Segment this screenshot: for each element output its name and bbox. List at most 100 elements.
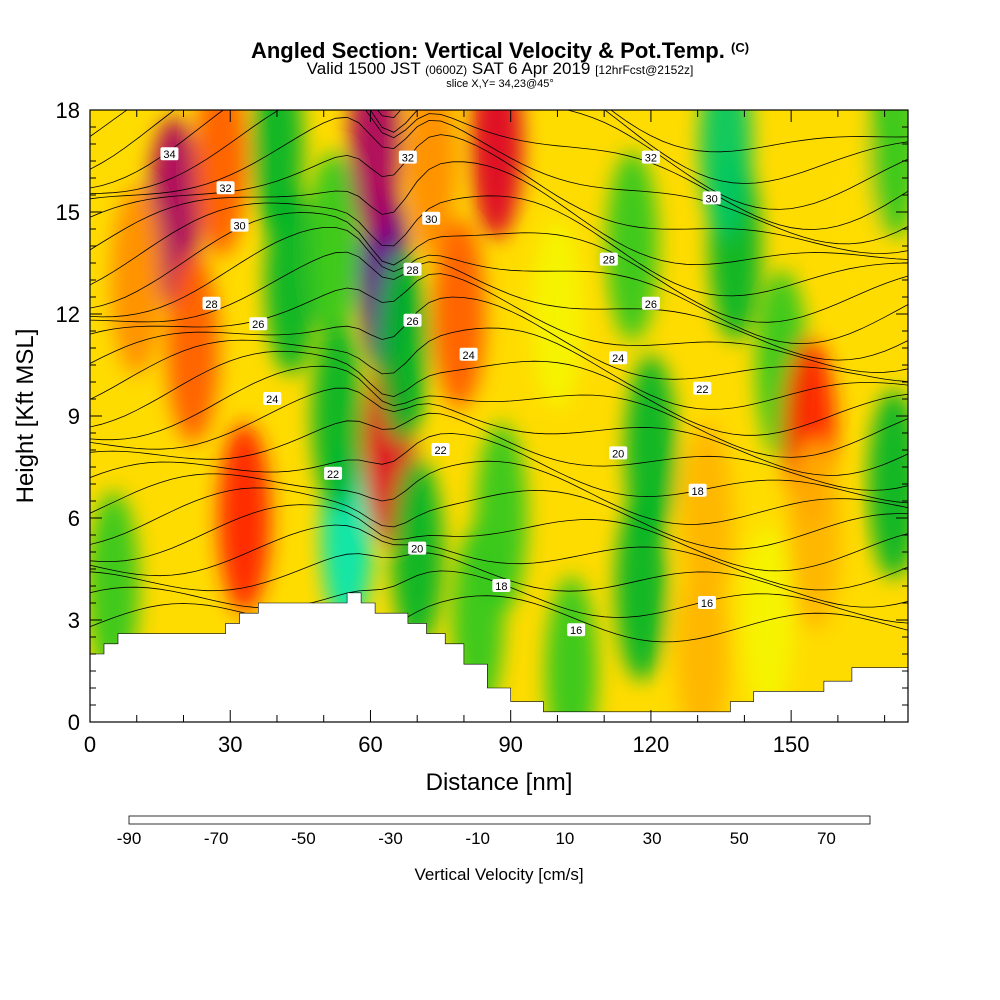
x-axis: 0 30 60 90 120 150 — [84, 110, 886, 757]
x-tick-label: 30 — [218, 732, 242, 757]
velocity-cell — [545, 576, 598, 722]
isentrope-line — [90, 296, 908, 382]
contour-label-box — [641, 296, 660, 310]
x-tick-label: 0 — [84, 732, 96, 757]
y-tick-label: 6 — [68, 506, 80, 531]
slice-info: slice X,Y= 34,23@45° — [446, 78, 554, 90]
isentrope-line — [90, 251, 908, 361]
contour-label-text: 30 — [425, 214, 437, 226]
chart-title-suffix: (C) — [731, 40, 750, 55]
contour-label: 16 — [567, 623, 586, 637]
velocity-cell — [311, 321, 364, 511]
isentrope-line — [90, 116, 908, 245]
contour-label-box — [398, 150, 417, 164]
colorbar-tick-label: -90 — [117, 829, 142, 848]
contour-label: 26 — [403, 313, 422, 328]
contour-label-text: 20 — [612, 448, 624, 460]
velocity-cell — [405, 110, 458, 256]
contour-label-box — [702, 191, 721, 205]
contour-labels: 34 32 30 28 26 24 22 32 30 28 26 24 22 20 18 16 32 30 28 26… — [160, 147, 721, 637]
contour-label-text: 18 — [495, 581, 507, 593]
isentrope-line — [90, 110, 908, 230]
contour-label-text: 28 — [406, 265, 418, 277]
contour-label: 32 — [398, 150, 417, 165]
contour-label: 30 — [422, 211, 441, 226]
y-tick-label: 18 — [56, 98, 80, 123]
contour-label-box — [422, 211, 441, 225]
contour-label-box — [324, 466, 343, 480]
contour-label: 22 — [324, 466, 343, 481]
y-tick-label: 0 — [68, 710, 80, 735]
contour-label-text: 32 — [645, 153, 657, 165]
contour-label-box — [599, 252, 618, 266]
contour-label-text: 20 — [411, 544, 423, 556]
x-tick-label: 120 — [633, 732, 670, 757]
velocity-cell — [349, 110, 402, 239]
contour-label: 18 — [688, 483, 707, 498]
isentrope-line — [90, 552, 908, 608]
velocity-cell — [867, 110, 908, 239]
contour-label: 22 — [431, 443, 450, 457]
velocity-cell — [250, 110, 303, 239]
contour-label-text: 32 — [402, 153, 414, 165]
contour-label-text: 30 — [233, 221, 245, 233]
contour-label-box — [693, 381, 712, 395]
contour-label-text: 34 — [163, 149, 175, 161]
colorbar-frame — [128, 815, 871, 825]
contour-label: 30 — [230, 218, 249, 233]
contour-label: 24 — [459, 347, 478, 362]
contour-label-box — [688, 483, 707, 497]
velocity-cell — [307, 151, 360, 341]
isentrope-line — [90, 460, 908, 525]
velocity-field: 34 32 30 28 26 24 22 32 30 28 26 24 22 20 18 16 32 30 28 26… — [90, 110, 908, 722]
x-axis-label: Distance [nm] — [426, 769, 573, 796]
y-tick-label: 15 — [56, 200, 80, 225]
contour-label-box — [698, 596, 717, 609]
contour-label-box — [609, 446, 628, 460]
isentrope-line — [90, 110, 908, 153]
isentrope-line — [90, 487, 908, 550]
contour-label-text: 22 — [696, 384, 708, 396]
contour-label-box — [403, 313, 422, 327]
contour-label-box — [431, 443, 450, 456]
colorbar-tick-label: -10 — [465, 829, 490, 848]
subtitle-utc: (0600Z) — [425, 63, 468, 77]
isentrope-line — [90, 273, 908, 373]
colorbar-tick-label: 30 — [643, 829, 662, 848]
velocity-cell — [433, 219, 486, 409]
y-tick-label: 3 — [68, 608, 80, 633]
contour-label-text: 28 — [603, 255, 615, 267]
velocity-cell — [825, 117, 878, 307]
y-tick-label: 9 — [68, 404, 80, 429]
colorbar-tick-label: 50 — [730, 829, 749, 848]
contour-label-text: 28 — [205, 299, 217, 311]
isentrope-line — [90, 161, 908, 266]
colorbar-tick-labels: -90 -70 -50 -30 -10 10 30 50 70 — [117, 829, 836, 848]
colorbar-label: Vertical Velocity [cm/s] — [414, 865, 583, 884]
contour-label-box — [641, 150, 660, 164]
colorbar-tick-label: 10 — [555, 829, 574, 848]
isentrope-line — [90, 595, 908, 643]
isentrope-line — [90, 327, 908, 410]
velocity-cell — [699, 110, 752, 239]
x-tick-label: 90 — [498, 732, 522, 757]
contour-label-text: 30 — [706, 193, 718, 205]
contour-label-text: 24 — [462, 350, 474, 362]
isentrope-line — [90, 195, 908, 297]
isentrope-line — [90, 524, 908, 591]
contour-label-box — [216, 181, 235, 195]
isentrope-line — [90, 387, 908, 476]
colorbar-tick-label: -70 — [204, 829, 229, 848]
y-axis-label: Height [Kft MSL] — [12, 329, 39, 504]
isentrope-line — [90, 350, 908, 436]
y-axis: 0 3 6 9 12 15 18 — [56, 98, 908, 735]
contour-label: 22 — [693, 381, 712, 396]
chart-title-text: Angled Section: Vertical Velocity & Pot.… — [250, 38, 725, 63]
contour-label-box — [160, 147, 179, 161]
contour-label: 34 — [160, 147, 179, 161]
contour-label-text: 26 — [252, 319, 264, 331]
velocity-cell — [377, 253, 430, 443]
contour-label-text: 22 — [327, 469, 339, 481]
contour-label-text: 18 — [692, 486, 704, 498]
subtitle-forecast: [12hrFcst@2152z] — [595, 63, 694, 77]
